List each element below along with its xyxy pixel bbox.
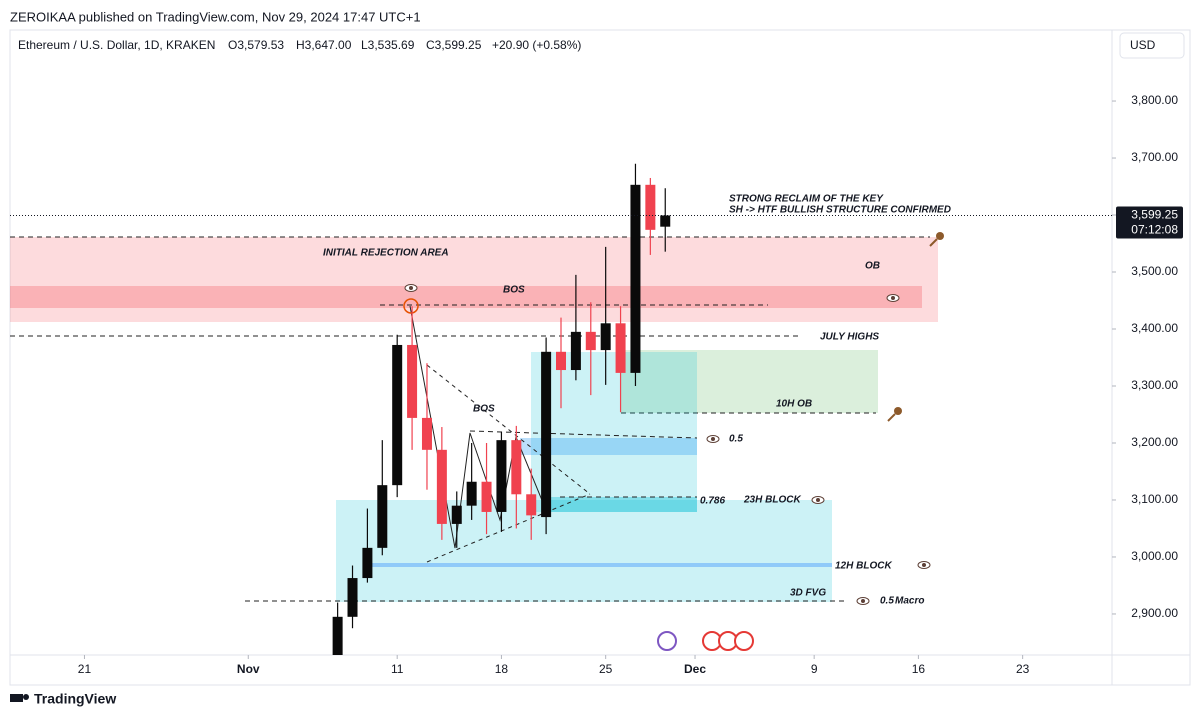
low: L3,535.69 xyxy=(361,38,415,52)
candle-body xyxy=(377,485,388,548)
eye-icons xyxy=(404,284,931,605)
annotation: 12H BLOCK xyxy=(835,561,892,572)
candle-body xyxy=(421,417,432,450)
annotation: STRONG RECLAIM OF THE KEY xyxy=(729,194,884,205)
annotation: BOS xyxy=(503,285,525,296)
annotation: Macro xyxy=(895,596,924,607)
open: O3,579.53 xyxy=(228,38,284,52)
candle-body xyxy=(347,578,358,617)
rejection-zone xyxy=(10,237,938,322)
last-price-label: 3,599.25 xyxy=(1131,208,1178,222)
candle-body xyxy=(451,505,462,524)
y-tick-label: 3,500.00 xyxy=(1131,264,1178,278)
candles xyxy=(332,163,671,655)
last-price-box xyxy=(1116,206,1183,239)
candle-body xyxy=(660,215,671,227)
block-band xyxy=(545,497,697,512)
ob-band xyxy=(10,286,922,308)
event-icons[interactable] xyxy=(657,631,754,651)
annotation: OB xyxy=(865,261,880,272)
x-tick-label: 16 xyxy=(912,662,926,676)
x-tick-label: 18 xyxy=(495,662,509,676)
candle-body xyxy=(436,449,447,524)
footer: TradingView xyxy=(34,691,116,707)
y-tick-label: 3,100.00 xyxy=(1131,492,1178,506)
annotation: 0.5 xyxy=(880,596,894,607)
x-tick-label: 9 xyxy=(811,662,818,676)
candle-body xyxy=(392,344,403,486)
dashed-level xyxy=(469,430,698,439)
high: H3,647.00 xyxy=(296,38,352,52)
publisher: ZEROIKAA published on TradingView.com, N… xyxy=(10,9,421,24)
block-band xyxy=(520,438,697,455)
y-tick-label: 3,200.00 xyxy=(1131,435,1178,449)
candle-body xyxy=(585,331,596,351)
annotation: 0.5 xyxy=(729,434,743,445)
candle-body xyxy=(332,616,343,655)
x-tick-label: 11 xyxy=(391,662,404,676)
triangle-line xyxy=(426,493,591,563)
triangle-line xyxy=(426,364,591,495)
candle-body xyxy=(496,440,507,512)
candle-body xyxy=(645,184,656,230)
currency-button[interactable] xyxy=(1119,32,1185,59)
candle-body xyxy=(615,323,626,373)
fvg-zone xyxy=(336,500,832,602)
candle-body xyxy=(362,547,373,579)
y-tick-label: 3,300.00 xyxy=(1131,378,1178,392)
frame xyxy=(9,29,1191,686)
currency[interactable]: USD xyxy=(1130,38,1156,52)
logo: TradingView xyxy=(10,691,116,707)
ob-zone xyxy=(621,350,878,413)
x-tick-label: 25 xyxy=(599,662,613,676)
fvg-zone xyxy=(531,352,697,512)
x-tick-label: Dec xyxy=(684,662,706,676)
y-tick-label: 3,400.00 xyxy=(1131,321,1178,335)
annotation: INITIAL REJECTION AREA xyxy=(323,248,449,259)
candle-body xyxy=(556,351,566,371)
candle-body xyxy=(630,184,641,373)
candle-body xyxy=(407,344,418,418)
change: +20.90 (+0.58%) xyxy=(492,38,581,52)
annotation: BOS xyxy=(473,404,495,415)
y-tick-label: 3,000.00 xyxy=(1131,549,1178,563)
y-tick-label: 3,800.00 xyxy=(1131,93,1178,107)
countdown: 07:12:08 xyxy=(1131,223,1178,237)
annotation: SH -> HTF BULLISH STRUCTURE CONFIRMED xyxy=(729,205,951,216)
candle-body xyxy=(600,323,611,351)
candle-body xyxy=(481,481,492,512)
symbol: Ethereum / U.S. Dollar, 1D, KRAKEN xyxy=(18,38,215,52)
candle-body xyxy=(570,331,581,371)
annotation: JULY HIGHS xyxy=(820,332,879,343)
key-icons xyxy=(887,232,944,422)
close: C3,599.25 xyxy=(426,38,482,52)
x-tick-label: 21 xyxy=(78,662,92,676)
candle-body xyxy=(511,440,522,495)
drawings: STRONG RECLAIM OF THE KEY SH -> HTF BULL… xyxy=(10,194,951,651)
annotation: 0.786 xyxy=(700,496,725,507)
y-tick-label: 3,700.00 xyxy=(1131,150,1178,164)
candle-body xyxy=(526,494,537,516)
marker xyxy=(403,298,419,314)
candle-body xyxy=(541,351,552,518)
x-tick-label: 23 xyxy=(1016,662,1030,676)
annotation: 23H BLOCK xyxy=(743,495,801,506)
annotation: 10H OB xyxy=(776,399,812,410)
x-tick-label: Nov xyxy=(237,662,260,676)
candle-body xyxy=(466,481,477,506)
annotation: 3D FVG xyxy=(790,588,826,599)
y-tick-label: 2,900.00 xyxy=(1131,606,1178,620)
